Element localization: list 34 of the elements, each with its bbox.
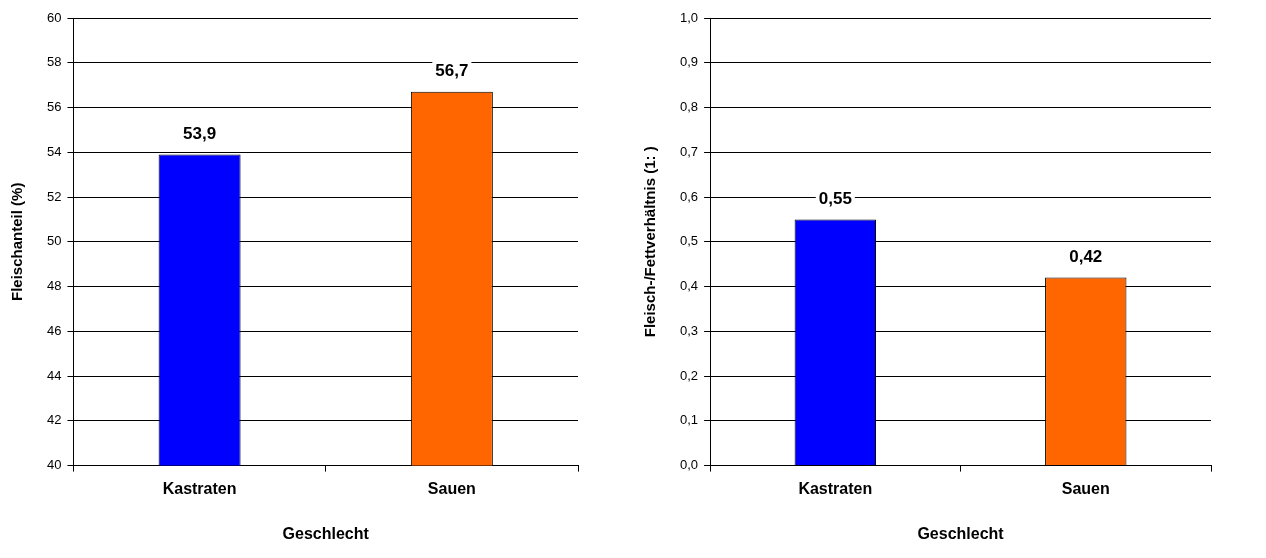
x-tick-label: Kastraten xyxy=(798,479,873,497)
y-tick-label: 0,4 xyxy=(679,278,699,294)
x-tick-label: Kastraten xyxy=(162,479,237,497)
y-tick-label: 0,6 xyxy=(679,188,699,204)
y-tick-label: 48 xyxy=(46,278,62,294)
x-tick-label: Sauen xyxy=(427,479,476,497)
y-tick-label: 58 xyxy=(46,54,62,70)
y-axis-title: Fleisch-/Fettverhältnis (1: ) xyxy=(641,146,659,338)
y-axis-title: Fleischanteil (%) xyxy=(8,182,26,301)
data-label: 53,9 xyxy=(183,123,217,143)
y-tick-label: 0,1 xyxy=(679,412,699,428)
x-axis-title: Geschlecht xyxy=(282,524,370,542)
y-tick-label: 40 xyxy=(46,457,62,473)
y-tick-label: 56 xyxy=(46,99,62,115)
y-tick-label: 0,5 xyxy=(679,233,699,249)
y-tick-label: 0,3 xyxy=(679,322,699,338)
y-tick-label: 0,7 xyxy=(679,143,699,159)
y-tick-label: 54 xyxy=(46,143,62,159)
y-tick-label: 42 xyxy=(46,412,62,428)
y-tick-label: 0,9 xyxy=(679,54,699,70)
y-tick-label: 52 xyxy=(46,188,62,204)
y-tick-label: 50 xyxy=(46,233,62,249)
x-tick-label: Sauen xyxy=(1061,479,1110,497)
y-tick-label: 60 xyxy=(46,9,62,25)
data-label: 0,55 xyxy=(818,188,852,208)
y-tick-label: 44 xyxy=(46,367,62,383)
data-label: 56,7 xyxy=(435,61,469,81)
y-tick-label: 0,2 xyxy=(679,367,699,383)
data-label: 0,42 xyxy=(1069,246,1103,266)
y-tick-label: 46 xyxy=(46,322,62,338)
y-tick-label: 0,8 xyxy=(679,99,699,115)
y-tick-label: 1,0 xyxy=(679,9,699,25)
x-axis-title: Geschlecht xyxy=(917,524,1005,542)
y-tick-label: 0,0 xyxy=(679,457,699,473)
